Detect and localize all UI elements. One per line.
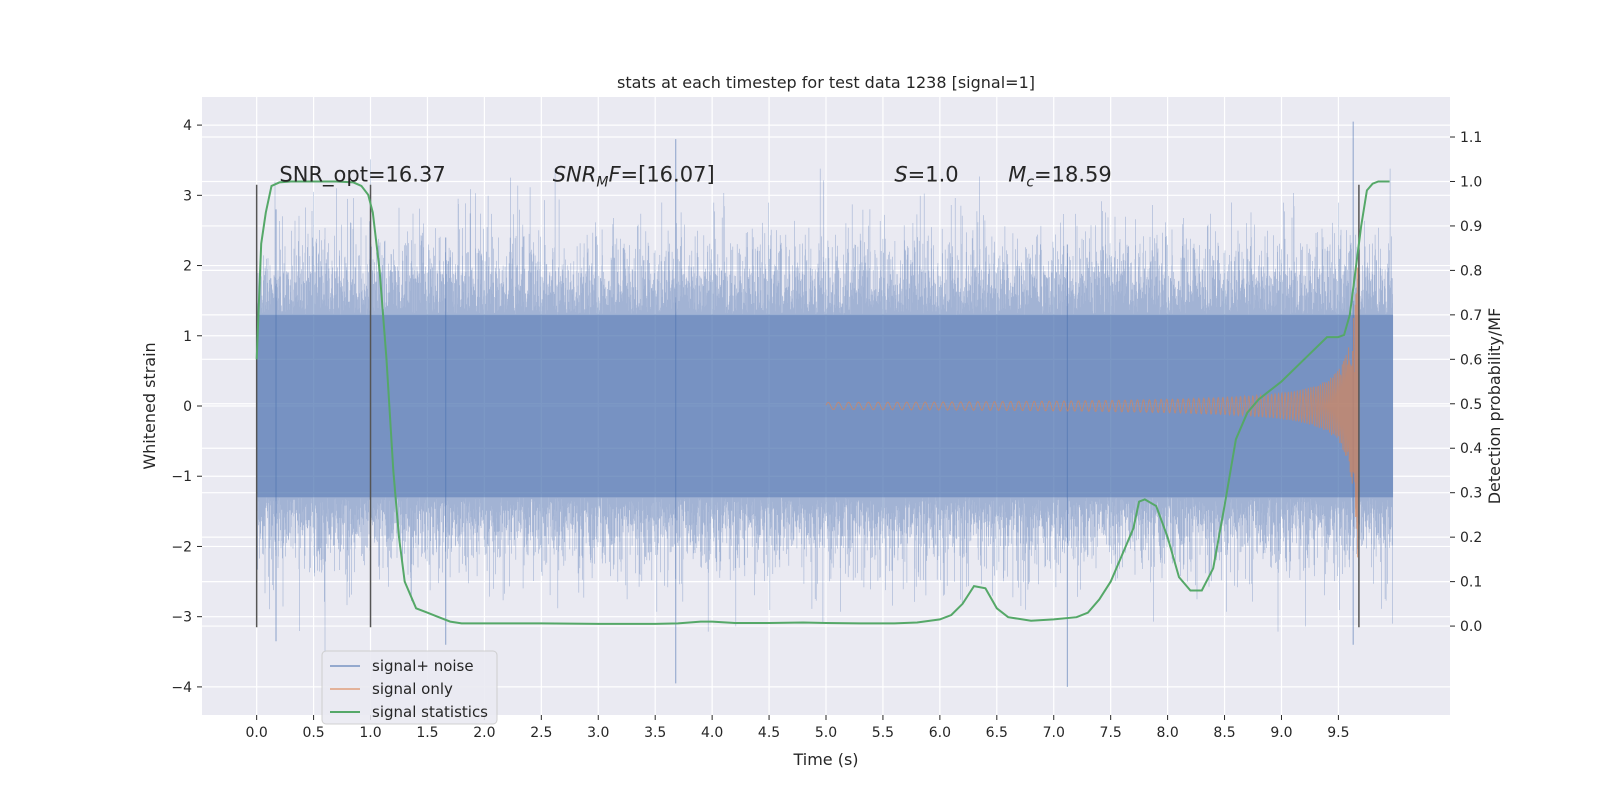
annotation: SNRMF=[16.07] [553,162,715,190]
x-tick-label: 7.5 [1100,725,1122,741]
x-tick-label: 8.5 [1213,725,1235,741]
y2-tick-label: 0.6 [1460,352,1482,368]
y-tick-label: 2 [183,259,192,275]
y-tick-label: 3 [183,188,192,204]
x-tick-label: 5.0 [815,725,837,741]
x-tick-label: 7.0 [1043,725,1065,741]
legend-items: signal+ noise signal only signal statistic… [330,657,488,721]
y-tick-label: 0 [183,399,192,415]
y-tick-label: −4 [171,680,192,696]
legend: signal+ noise signal only signal statistic… [321,650,498,725]
annotation: Mc=18.59 [1008,162,1112,190]
y2-tick-label: 0.4 [1460,441,1482,457]
x-tick-label: 1.5 [416,725,438,741]
legend-label: signal only [372,680,453,698]
x-tick-label: 3.5 [644,725,666,741]
y2-tick-label: 0.7 [1460,308,1482,324]
y2-tick-label: 0.1 [1460,575,1482,591]
chart-title: stats at each timestep for test data 123… [617,73,1035,92]
legend-label: signal+ noise [372,657,474,675]
annotations: SNR_opt=16.37 SNRMF=[16.07] S=1.0 Mc=18.59 [279,162,1111,190]
signal-statistics-path [255,180,1390,625]
y-tick-label: −1 [171,469,192,485]
vertical-markers [255,184,1360,628]
x-tick-label: 4.0 [701,725,723,741]
y-axis-ticks: 4 3 2 1 0 −1 −2 −3 −4 [171,118,202,696]
plot-data [256,121,1394,687]
y-axis-label: Whitened strain [140,342,159,469]
x-tick-label: 9.0 [1270,725,1292,741]
y2-tick-label: 1.0 [1460,174,1482,190]
annotation: SNR_opt=16.37 [279,162,445,187]
y2-tick-label: 1.1 [1460,130,1482,146]
annotation: S=1.0 [894,162,958,186]
x-tick-label: 2.0 [473,725,495,741]
x-tick-label: 4.5 [758,725,780,741]
x-axis-label: Time (s) [792,750,858,769]
x-tick-label: 3.0 [587,725,609,741]
y2-tick-label: 0.2 [1460,530,1482,546]
x-tick-label: 0.5 [302,725,324,741]
x-tick-label: 8.0 [1156,725,1178,741]
x-tick-label: 6.0 [929,725,951,741]
y2-tick-label: 0.5 [1460,397,1482,413]
y2-axis-label: Detection probability/MF [1485,308,1504,505]
y-tick-label: −2 [171,539,192,555]
signal-only-line [825,202,1360,558]
y-tick-label: 1 [183,329,192,345]
x-tick-label: 5.5 [872,725,894,741]
x-tick-label: 0.0 [246,725,268,741]
signal-statistics-line [255,180,1390,625]
legend-box [321,650,498,725]
y-tick-label: 4 [183,118,192,134]
x-axis-ticks: 0.0 0.5 1.0 1.5 2.0 2.5 3.0 3.5 4.0 4.5 5.0 5.5 6.0 6… [246,715,1350,741]
y-tick-label: −3 [171,610,192,626]
x-tick-label: 2.5 [530,725,552,741]
y2-tick-label: 0.0 [1460,619,1482,635]
x-tick-label: 1.0 [359,725,381,741]
y2-axis-ticks: 1.1 1.0 0.9 0.8 0.7 0.6 0.5 0.4 0.3 0.2 0.1 0.0 [1450,130,1482,635]
y2-tick-label: 0.9 [1460,219,1482,235]
x-tick-label: 6.5 [986,725,1008,741]
y2-tick-label: 0.8 [1460,263,1482,279]
x-tick-label: 9.5 [1327,725,1349,741]
y2-tick-label: 0.3 [1460,486,1482,502]
legend-label: signal statistics [372,703,488,721]
